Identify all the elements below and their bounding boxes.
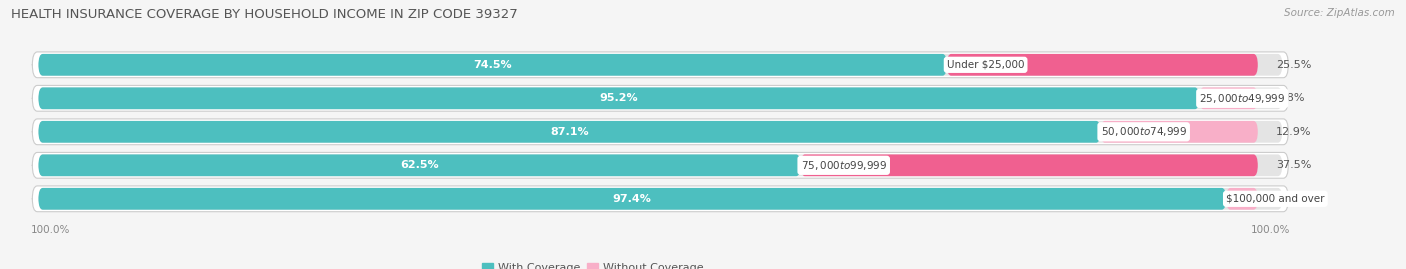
Text: 95.2%: 95.2%	[599, 93, 638, 103]
Text: Under $25,000: Under $25,000	[946, 60, 1025, 70]
FancyBboxPatch shape	[32, 153, 1288, 178]
Text: $75,000 to $99,999: $75,000 to $99,999	[800, 159, 887, 172]
Text: 62.5%: 62.5%	[401, 160, 439, 170]
Text: 25.5%: 25.5%	[1277, 60, 1312, 70]
Text: 2.6%: 2.6%	[1277, 194, 1305, 204]
FancyBboxPatch shape	[38, 54, 946, 76]
Text: Source: ZipAtlas.com: Source: ZipAtlas.com	[1284, 8, 1395, 18]
Text: 74.5%: 74.5%	[474, 60, 512, 70]
FancyBboxPatch shape	[38, 188, 1282, 210]
FancyBboxPatch shape	[38, 121, 1101, 143]
FancyBboxPatch shape	[38, 188, 1226, 210]
FancyBboxPatch shape	[32, 86, 1288, 111]
FancyBboxPatch shape	[38, 54, 1282, 76]
FancyBboxPatch shape	[1199, 87, 1258, 109]
FancyBboxPatch shape	[32, 186, 1288, 212]
FancyBboxPatch shape	[38, 154, 800, 176]
FancyBboxPatch shape	[38, 121, 1282, 143]
Text: 97.4%: 97.4%	[613, 194, 652, 204]
FancyBboxPatch shape	[1226, 188, 1258, 210]
Legend: With Coverage, Without Coverage: With Coverage, Without Coverage	[478, 258, 707, 269]
FancyBboxPatch shape	[800, 154, 1258, 176]
Text: 87.1%: 87.1%	[550, 127, 589, 137]
Text: HEALTH INSURANCE COVERAGE BY HOUSEHOLD INCOME IN ZIP CODE 39327: HEALTH INSURANCE COVERAGE BY HOUSEHOLD I…	[11, 8, 517, 21]
FancyBboxPatch shape	[38, 87, 1199, 109]
FancyBboxPatch shape	[32, 119, 1288, 145]
Text: $25,000 to $49,999: $25,000 to $49,999	[1199, 92, 1285, 105]
Text: $50,000 to $74,999: $50,000 to $74,999	[1101, 125, 1187, 138]
Text: 4.8%: 4.8%	[1277, 93, 1305, 103]
Text: 37.5%: 37.5%	[1277, 160, 1312, 170]
FancyBboxPatch shape	[38, 154, 1282, 176]
FancyBboxPatch shape	[1101, 121, 1258, 143]
FancyBboxPatch shape	[946, 54, 1258, 76]
Text: $100,000 and over: $100,000 and over	[1226, 194, 1324, 204]
FancyBboxPatch shape	[38, 87, 1282, 109]
Text: 12.9%: 12.9%	[1277, 127, 1312, 137]
FancyBboxPatch shape	[32, 52, 1288, 78]
